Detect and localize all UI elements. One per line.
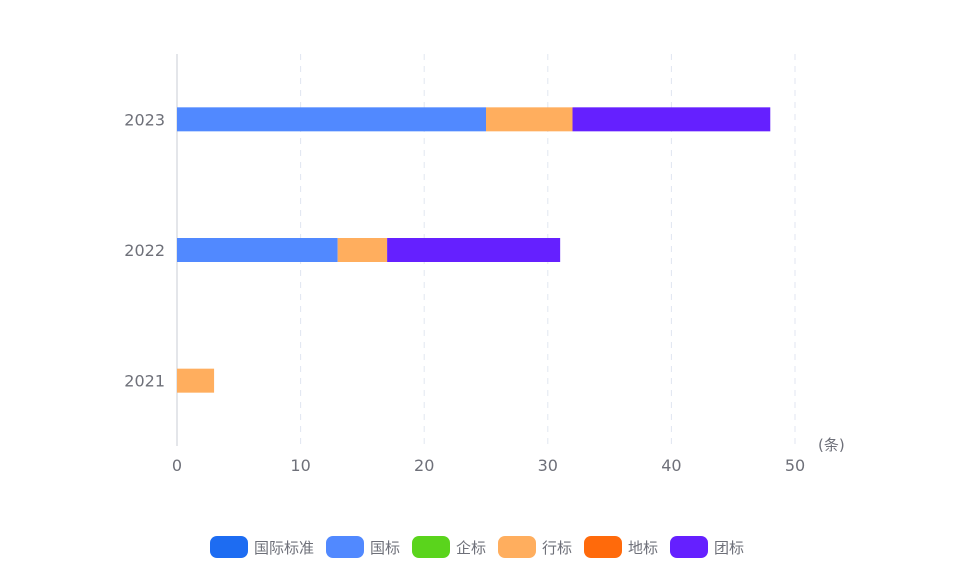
bar-segment[interactable] (177, 107, 486, 132)
legend-item[interactable]: 企标 (411, 536, 486, 558)
legend-label: 行标 (542, 538, 573, 557)
bar-segment[interactable] (337, 238, 388, 262)
legend-item[interactable]: 行标 (498, 536, 572, 558)
legend-item[interactable]: 国标 (325, 536, 400, 558)
x-tick-label: 50 (785, 456, 805, 475)
y-axis-labels: 2021 2022 2023 (124, 110, 165, 390)
x-tick-label: 30 (538, 456, 558, 475)
x-tick-label: 10 (290, 456, 310, 475)
bars (177, 107, 771, 393)
x-axis-unit: (条) (818, 436, 845, 454)
bar-segment[interactable] (177, 368, 215, 393)
stacked-bar-chart: 2021 2022 2023 0 10 20 30 40 50 (条) (124, 54, 845, 475)
legend-swatch (670, 536, 709, 558)
legend-swatch (584, 536, 623, 558)
x-tick-label: 0 (172, 456, 182, 475)
y-tick-label: 2021 (124, 372, 165, 391)
legend: 国际标准 国标 企标 行标 地标 团标 (0, 534, 954, 560)
legend-swatch (325, 536, 364, 558)
bar-segment[interactable] (486, 107, 573, 132)
legend-item[interactable]: 地标 (584, 536, 658, 558)
legend-label: 地标 (628, 538, 659, 557)
legend-swatch (498, 536, 536, 558)
legend-label: 企标 (455, 538, 486, 557)
legend-swatch (411, 536, 450, 558)
legend-item[interactable]: 团标 (670, 536, 744, 558)
legend-label: 团标 (714, 538, 745, 557)
bar-segment[interactable] (177, 238, 338, 262)
y-tick-label: 2023 (124, 110, 165, 129)
legend-item[interactable]: 国际标准 (209, 536, 314, 558)
x-tick-label: 40 (661, 456, 681, 475)
y-tick-label: 2022 (124, 241, 165, 260)
legend-label: 国际标准 (253, 538, 314, 557)
bar-segment[interactable] (572, 107, 771, 132)
x-tick-label: 20 (414, 456, 434, 475)
legend-swatch (209, 536, 248, 558)
bar-segment[interactable] (387, 238, 561, 262)
x-axis-labels: 0 10 20 30 40 50 (172, 456, 805, 475)
legend-label: 国标 (369, 538, 400, 557)
